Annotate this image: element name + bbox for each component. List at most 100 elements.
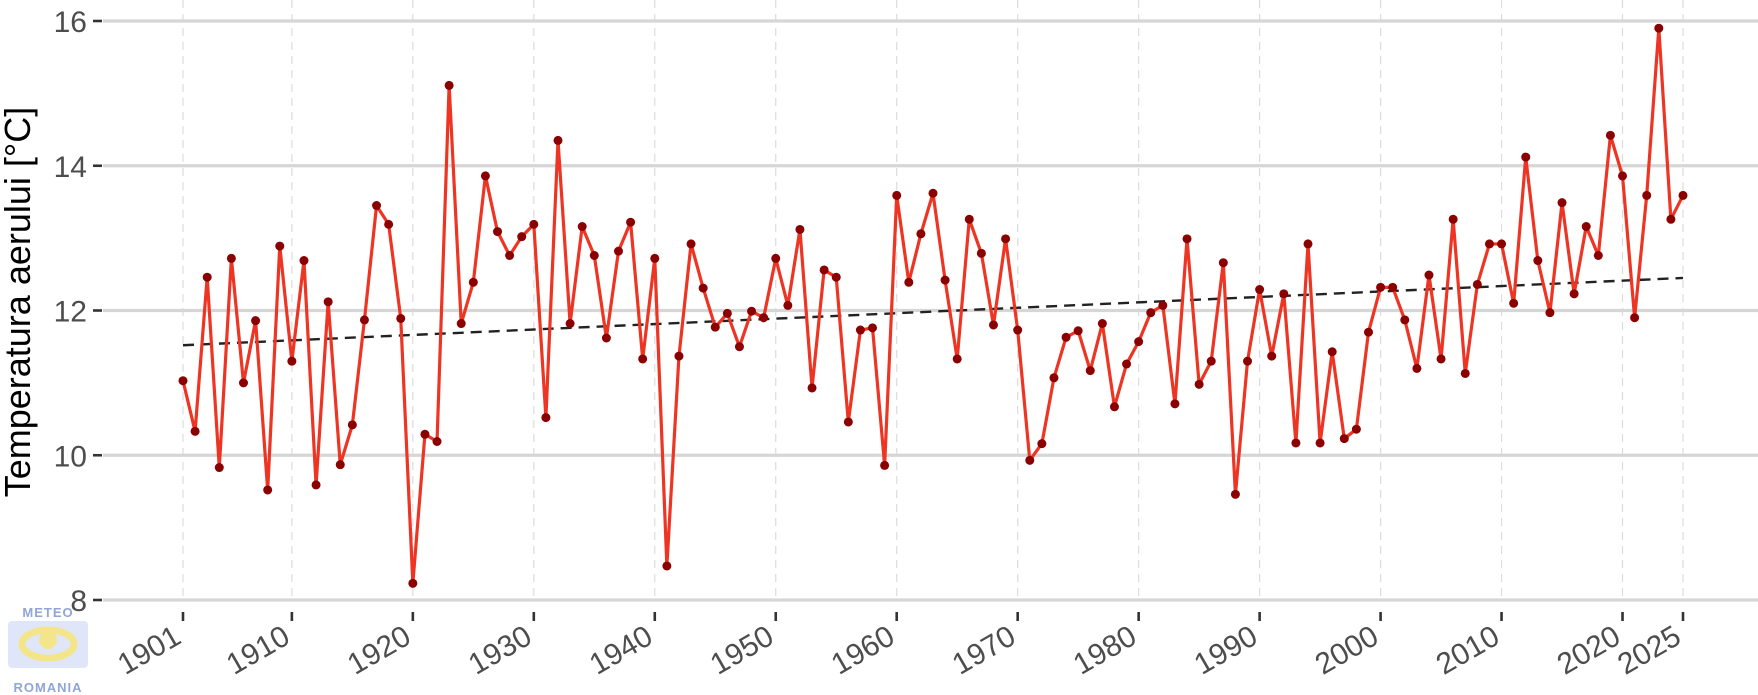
- data-point-1973: [1049, 373, 1059, 383]
- data-point-1971: [1025, 455, 1035, 465]
- data-point-1996: [1327, 347, 1337, 357]
- data-point-2002: [1400, 315, 1410, 325]
- data-point-1960: [892, 190, 902, 200]
- data-point-1970: [1013, 325, 1023, 335]
- x-tick-label-1990: 1990: [1189, 619, 1263, 681]
- logo-top-text: METEO: [22, 605, 73, 620]
- data-point-1968: [988, 320, 998, 330]
- data-point-1926: [480, 171, 490, 181]
- data-point-1931: [541, 413, 551, 423]
- x-tick-label-1980: 1980: [1068, 619, 1142, 681]
- data-point-1941: [662, 561, 672, 571]
- x-tick-label-2000: 2000: [1310, 619, 1384, 681]
- data-point-2000: [1376, 282, 1386, 292]
- data-point-1959: [880, 460, 890, 470]
- data-point-1998: [1351, 424, 1361, 434]
- data-point-1976: [1085, 366, 1095, 376]
- data-point-1920: [408, 578, 418, 588]
- meteo-romania-logo: METEO ROMANIA: [8, 605, 88, 695]
- data-point-1934: [577, 222, 587, 232]
- data-point-1918: [384, 219, 394, 229]
- data-point-1992: [1279, 289, 1289, 299]
- data-point-1917: [372, 201, 382, 211]
- data-point-1904: [214, 463, 224, 473]
- trend-dashed-line: [182, 276, 1684, 347]
- data-point-1908: [263, 485, 273, 495]
- data-point-1911: [299, 256, 309, 266]
- data-point-1954: [819, 265, 829, 275]
- x-tick-label-1901: 1901: [112, 619, 186, 681]
- data-point-2025: [1678, 190, 1688, 200]
- data-point-2008: [1472, 279, 1482, 289]
- x-tick-label-1970: 1970: [947, 619, 1021, 681]
- data-point-1947: [734, 342, 744, 352]
- data-point-1913: [323, 297, 333, 307]
- data-point-1927: [493, 227, 503, 237]
- data-point-1905: [226, 253, 236, 263]
- data-point-2023: [1654, 23, 1664, 33]
- data-point-2016: [1569, 289, 1579, 299]
- data-point-2019: [1605, 130, 1615, 140]
- data-point-1977: [1097, 319, 1107, 329]
- data-point-1910: [287, 356, 297, 366]
- data-point-1988: [1230, 489, 1240, 499]
- axes: [93, 19, 1685, 621]
- data-point-1942: [674, 351, 684, 361]
- y-axis-label: Temperatura aerului [°C]: [0, 107, 38, 498]
- data-point-1916: [359, 315, 369, 325]
- data-point-2022: [1642, 190, 1652, 200]
- data-point-1903: [202, 272, 212, 282]
- data-point-1909: [275, 241, 285, 251]
- data-point-1915: [347, 420, 357, 430]
- data-point-1964: [940, 275, 950, 285]
- data-point-1983: [1170, 399, 1180, 409]
- data-point-1961: [904, 277, 914, 287]
- y-tick-label-10: 10: [54, 440, 87, 473]
- data-point-2001: [1388, 282, 1398, 292]
- data-point-1997: [1339, 434, 1349, 444]
- data-point-1965: [952, 354, 962, 364]
- data-point-1980: [1134, 337, 1144, 347]
- data-point-2011: [1509, 298, 1519, 308]
- data-point-1935: [589, 250, 599, 260]
- data-point-1953: [807, 383, 817, 393]
- data-point-1907: [251, 316, 261, 326]
- data-point-1985: [1194, 379, 1204, 389]
- data-point-1993: [1291, 438, 1301, 448]
- data-point-1987: [1218, 258, 1228, 268]
- data-point-1949: [759, 313, 769, 323]
- data-point-2024: [1666, 214, 1676, 224]
- x-tick-label-1940: 1940: [584, 619, 658, 681]
- data-point-1966: [964, 214, 974, 224]
- data-point-1945: [710, 322, 720, 332]
- data-point-2004: [1424, 270, 1434, 280]
- data-point-2018: [1593, 250, 1603, 260]
- data-point-1902: [190, 426, 200, 436]
- data-point-1969: [1001, 234, 1011, 244]
- data-point-1975: [1073, 326, 1083, 336]
- data-point-1963: [928, 188, 938, 198]
- data-point-2005: [1436, 354, 1446, 364]
- data-point-2015: [1557, 198, 1567, 208]
- y-tick-label-12: 12: [54, 296, 87, 329]
- data-point-1986: [1206, 356, 1216, 366]
- data-point-1978: [1109, 402, 1119, 412]
- data-point-1930: [529, 219, 539, 229]
- data-point-1990: [1255, 285, 1265, 295]
- temperature-line: [181, 26, 1685, 585]
- data-point-1938: [626, 217, 636, 227]
- x-tick-label-1930: 1930: [463, 619, 537, 681]
- data-point-1974: [1061, 332, 1071, 342]
- data-point-1933: [565, 319, 575, 329]
- x-tick-label-1920: 1920: [342, 619, 416, 681]
- logo-sun: [39, 631, 57, 649]
- data-point-2010: [1497, 239, 1507, 249]
- data-point-2012: [1521, 152, 1531, 162]
- data-point-1979: [1122, 359, 1132, 369]
- data-point-1901: [178, 376, 188, 386]
- data-point-2014: [1545, 308, 1555, 318]
- data-point-1937: [613, 246, 623, 256]
- data-point-1999: [1363, 327, 1373, 337]
- data-point-1957: [855, 325, 865, 335]
- data-point-1940: [650, 253, 660, 263]
